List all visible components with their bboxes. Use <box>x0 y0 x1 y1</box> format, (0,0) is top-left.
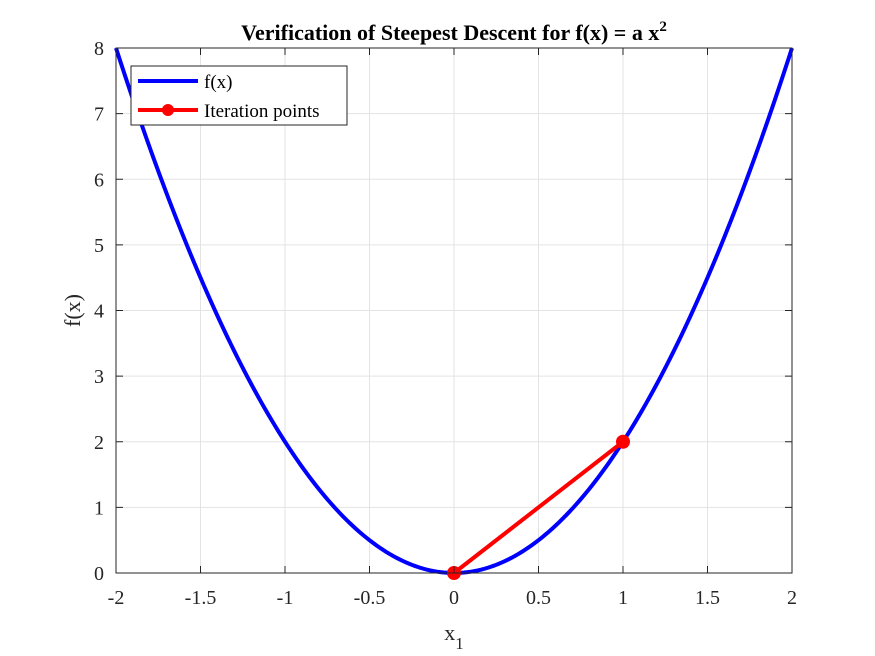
y-axis-label: f(x) <box>60 294 85 327</box>
x-tick-label: 0.5 <box>526 587 551 609</box>
y-tick-label: 6 <box>94 169 104 191</box>
y-tick-label: 5 <box>94 235 104 257</box>
chart-title: Verification of Steepest Descent for f(x… <box>241 19 667 45</box>
x-axis-label-subscript: 1 <box>455 634 464 653</box>
y-tick-label: 3 <box>94 366 104 388</box>
x-tick-label: -2 <box>108 587 125 609</box>
legend-marker-iteration-points <box>162 104 174 116</box>
x-axis-label: x1 <box>444 620 464 653</box>
x-tick-label: 0 <box>449 587 459 609</box>
x-tick-label: 2 <box>787 587 797 609</box>
x-tick-label: -1 <box>277 587 294 609</box>
legend-label-iteration-points: Iteration points <box>204 101 320 122</box>
x-tick-label: -0.5 <box>354 587 386 609</box>
legend: f(x) Iteration points <box>130 65 348 126</box>
chart-title-text: Verification of Steepest Descent for f(x… <box>241 20 659 45</box>
y-tick-label: 8 <box>94 38 104 60</box>
x-tick-label: 1 <box>618 587 628 609</box>
x-tick-label: -1.5 <box>185 587 217 609</box>
grid-layer <box>115 47 793 574</box>
y-tick-label: 1 <box>94 497 104 519</box>
iteration-point-marker <box>616 434 630 449</box>
series-line-iteration-points <box>452 440 625 575</box>
tick-layer: -2 -1.5 -1 -0.5 0 0.5 1 1.5 2 0 1 2 3 4 5 6 7 8 <box>94 38 797 609</box>
y-tick-label: 0 <box>94 563 104 585</box>
y-tick-label: 2 <box>94 432 104 454</box>
y-tick-label: 4 <box>94 301 104 323</box>
x-tick-label: 1.5 <box>695 587 720 609</box>
legend-label-fx: f(x) <box>204 72 232 93</box>
x-axis-label-text: x <box>444 620 455 645</box>
chart-title-superscript: 2 <box>659 19 667 35</box>
y-tick-label: 7 <box>94 104 104 126</box>
